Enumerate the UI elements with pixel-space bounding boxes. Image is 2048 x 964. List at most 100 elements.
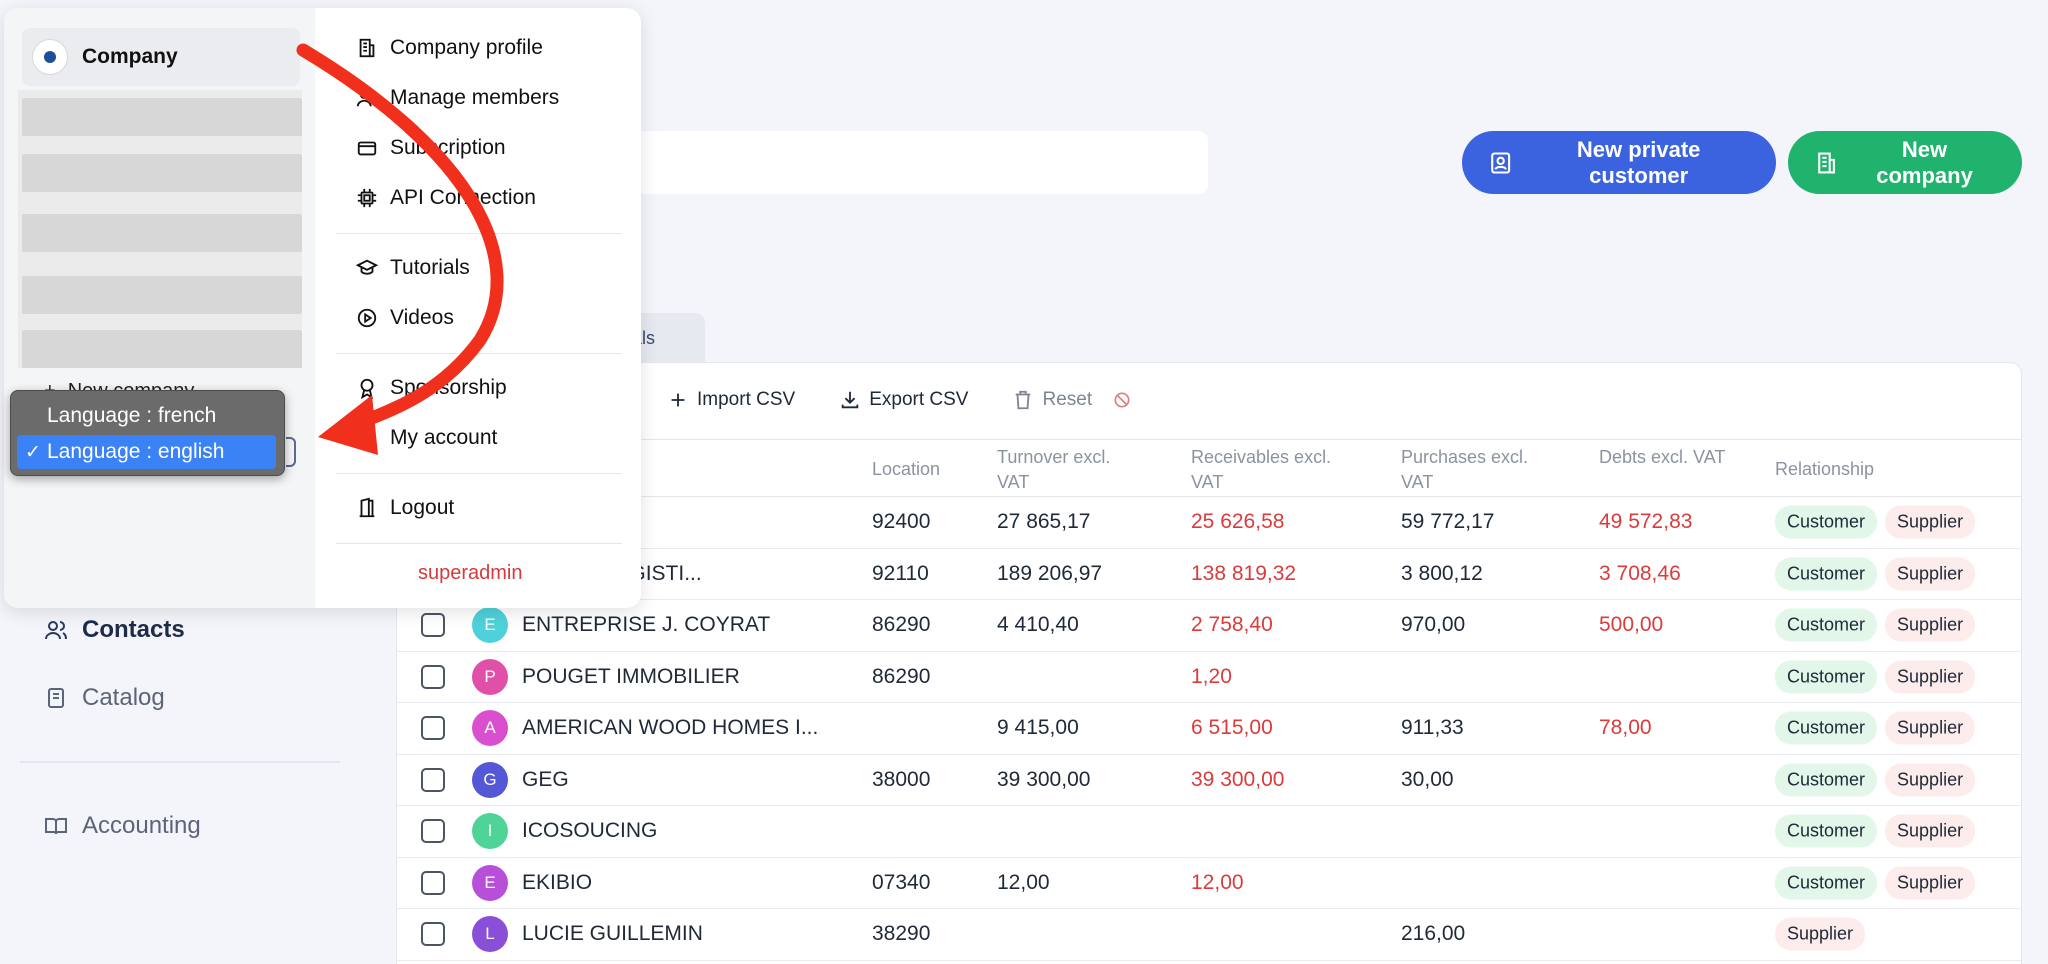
relationship-tags: Customer Supplier — [1775, 763, 1976, 797]
debts-cell: 49 572,83 — [1599, 510, 1693, 534]
receivables-cell: 1,20 — [1191, 664, 1232, 688]
row-checkbox[interactable] — [421, 613, 445, 638]
not-allowed-icon — [1114, 392, 1130, 408]
relationship-tags: Customer Supplier — [1775, 608, 1976, 642]
column-header-receivables[interactable]: Receivables excl. VAT — [1191, 447, 1332, 492]
menu-item-my-account[interactable]: My account — [356, 426, 497, 450]
column-header-debts[interactable]: Debts excl. VAT — [1599, 447, 1726, 467]
menu-item-tutorials[interactable]: Tutorials — [356, 256, 470, 280]
sidebar-item-catalog[interactable]: Catalog — [44, 678, 165, 718]
column-header-location[interactable]: Location — [872, 459, 941, 479]
menu-item-logout[interactable]: Logout — [356, 496, 454, 520]
contact-name[interactable]: EKIBIO — [522, 870, 593, 894]
receivables-cell: 138 819,32 — [1191, 561, 1297, 585]
menu-item-sponsorship[interactable]: Sponsorship — [356, 376, 507, 400]
language-select-dropdown[interactable]: Language : french ✓ Language : english — [10, 390, 285, 476]
open-book-icon — [45, 818, 67, 835]
location-cell: 86290 — [872, 664, 931, 688]
menu-item-subscription[interactable]: Subscription — [356, 136, 506, 160]
purchases-cell: 3 800,12 — [1401, 561, 1483, 585]
sidebar-item-accounting[interactable]: Accounting — [44, 806, 201, 846]
contact-name[interactable]: ICOSOUCING — [522, 819, 658, 843]
company-placeholder — [22, 330, 302, 368]
avatar: G — [472, 761, 508, 798]
receivables-cell: 39 300,00 — [1191, 767, 1285, 791]
book-icon — [48, 688, 64, 708]
supplier-badge: Supplier — [1885, 763, 1976, 797]
import-csv-button[interactable]: Import CSV — [667, 389, 795, 411]
table-row[interactable]: G GEG 38000 39 300,00 39 300,00 30,00 Customer… — [397, 755, 2021, 806]
table-row[interactable]: A AMERICAN WOOD HOMES I... 9 415,00 6 515,0… — [397, 703, 2021, 755]
relationship-tags: Customer Supplier — [1775, 557, 1976, 591]
column-header-relationship[interactable]: Relationship — [1775, 459, 1875, 479]
column-header-turnover[interactable]: Turnover excl. VAT — [997, 447, 1111, 492]
download-icon — [841, 391, 859, 409]
users-icon — [45, 621, 67, 640]
company-placeholder — [22, 276, 302, 314]
table-row[interactable]: P POUGET IMMOBILIER 86290 1,20 Customer Suppl… — [397, 652, 2021, 703]
table-row[interactable]: I ICOSOUCING Customer Supplier — [397, 806, 2021, 858]
menu-divider — [336, 233, 622, 234]
relationship-tags: Supplier — [1775, 917, 1866, 951]
table-row[interactable]: E ENTREPRISE J. COYRAT 86290 4 410,40 2 758,… — [397, 600, 2021, 652]
company-placeholder — [22, 98, 302, 136]
language-option-english[interactable]: ✓ Language : english — [17, 435, 276, 469]
menu-item-manage-members[interactable]: Manage members — [356, 86, 559, 110]
play-circle-icon — [357, 308, 377, 328]
reset-button[interactable]: Reset — [1012, 389, 1132, 411]
column-header-purchases[interactable]: Purchases excl. VAT — [1401, 447, 1529, 492]
receivables-cell: 6 515,00 — [1191, 716, 1273, 740]
contact-name[interactable]: GEG — [522, 767, 569, 791]
relationship-tags: Customer Supplier — [1775, 711, 1976, 745]
location-cell: 92400 — [872, 510, 931, 534]
trash-icon — [1016, 390, 1031, 410]
supplier-badge: Supplier — [1885, 814, 1976, 848]
debts-cell: 78,00 — [1599, 716, 1652, 740]
turnover-cell: 189 206,97 — [997, 561, 1103, 585]
sidebar-item-contacts[interactable]: Contacts — [44, 610, 185, 650]
purchases-cell: 911,33 — [1401, 716, 1464, 740]
menu-item-videos[interactable]: Videos — [356, 306, 454, 330]
avatar: L — [472, 916, 508, 953]
row-checkbox[interactable] — [421, 922, 445, 947]
user-role-label: superadmin — [418, 562, 523, 584]
table-row[interactable]: L LUCIE GUILLEMIN 38290 216,00 Supplier — [397, 909, 2021, 961]
menu-item-api-connection[interactable]: API Connection — [356, 186, 536, 210]
current-company[interactable]: Company — [22, 28, 300, 86]
purchases-cell: 59 772,17 — [1401, 510, 1495, 534]
new-company-button[interactable]: New company — [1788, 131, 2022, 194]
export-csv-button[interactable]: Export CSV — [839, 389, 968, 411]
table-row[interactable]: E EKIBIO 07340 12,00 12,00 Customer Supplier — [397, 858, 2021, 909]
row-checkbox[interactable] — [421, 767, 445, 792]
supplier-badge: Supplier — [1885, 608, 1976, 642]
debts-cell: 500,00 — [1599, 613, 1664, 637]
supplier-badge: Supplier — [1885, 505, 1976, 539]
row-checkbox[interactable] — [421, 819, 445, 844]
credit-card-icon — [357, 141, 377, 156]
language-option-french[interactable]: Language : french — [47, 404, 217, 427]
row-checkbox[interactable] — [421, 870, 445, 895]
menu-item-company-profile[interactable]: Company profile — [356, 36, 543, 60]
purchases-cell: 30,00 — [1401, 767, 1454, 791]
relationship-tags: Customer Supplier — [1775, 660, 1976, 694]
contact-name[interactable]: LUCIE GUILLEMIN — [522, 922, 703, 946]
new-private-customer-button[interactable]: New private customer — [1462, 131, 1776, 194]
contact-name[interactable]: AMERICAN WOOD HOMES I... — [522, 716, 819, 740]
user-icon — [358, 429, 376, 447]
company-list-placeholder — [18, 90, 302, 368]
table-row[interactable]: 92400 27 865,17 25 626,58 59 772,17 49 572,8… — [397, 497, 2021, 549]
avatar: E — [472, 864, 508, 901]
door-icon — [359, 497, 375, 518]
row-checkbox[interactable] — [421, 664, 445, 689]
turnover-cell: 4 410,40 — [997, 613, 1079, 637]
contact-name[interactable]: ENTREPRISE J. COYRAT — [522, 613, 771, 637]
contact-name[interactable]: POUGET IMMOBILIER — [522, 664, 740, 688]
sidebar-divider — [20, 761, 340, 763]
relationship-tags: Customer Supplier — [1775, 814, 1976, 848]
table-toolbar: Import CSV Export CSV Reset — [667, 389, 1132, 411]
purchases-cell: 216,00 — [1401, 922, 1466, 946]
menu-divider — [336, 353, 622, 354]
menu-divider — [336, 473, 622, 474]
row-checkbox[interactable] — [421, 716, 445, 741]
check-icon: ✓ — [25, 441, 41, 463]
